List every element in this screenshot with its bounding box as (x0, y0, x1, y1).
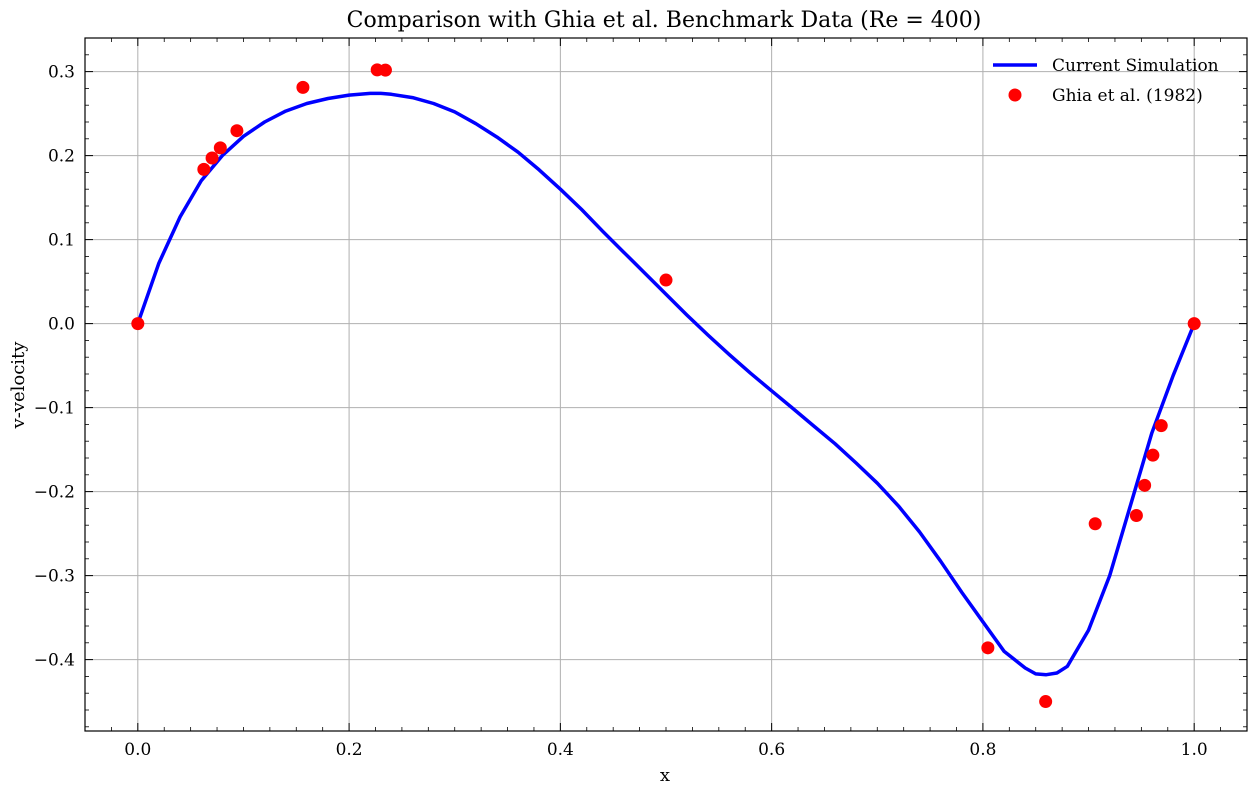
y-tick-label: −0.3 (34, 567, 75, 587)
legend-label: Current Simulation (1052, 56, 1219, 76)
y-tick-label: 0.0 (48, 315, 75, 335)
data-point-ghia (981, 641, 995, 655)
data-point-ghia (1088, 517, 1102, 531)
data-point-ghia (1187, 317, 1201, 331)
grid (85, 38, 1247, 731)
legend-marker-swatch (1008, 88, 1022, 102)
legend: Current Simulation Ghia et al. (1982) (993, 56, 1219, 106)
y-tick-label: −0.1 (34, 399, 75, 419)
y-tick-label: 0.2 (48, 147, 75, 167)
data-point-ghia (659, 273, 673, 287)
series-layer (131, 63, 1201, 709)
y-tick-label: 0.1 (48, 231, 75, 251)
data-point-ghia (1154, 419, 1168, 433)
data-point-ghia (1039, 695, 1053, 709)
x-tick-label: 0.4 (547, 740, 574, 760)
data-point-ghia (296, 80, 310, 94)
x-tick-label: 0.0 (124, 740, 151, 760)
data-point-ghia (197, 162, 211, 176)
x-tick-label: 1.0 (1181, 740, 1208, 760)
x-tick-label: 0.8 (969, 740, 996, 760)
ticks: 0.0 0.2 0.4 0.6 0.8 1.0 −0.4 −0.3 −0.2 −0.1 0.0 0.1… (34, 37, 1248, 760)
data-point-ghia (131, 317, 145, 331)
data-point-ghia (1146, 448, 1160, 462)
y-tick-label: −0.4 (34, 651, 75, 671)
y-axis-label: v-velocity (8, 341, 29, 430)
chart-title: Comparison with Ghia et al. Benchmark Da… (347, 8, 982, 33)
data-point-ghia (378, 63, 392, 77)
data-point-ghia (1129, 509, 1143, 523)
y-tick-label: −0.2 (34, 483, 75, 503)
legend-label: Ghia et al. (1982) (1052, 86, 1203, 106)
x-axis-label: x (660, 765, 670, 786)
data-point-ghia (205, 151, 219, 165)
data-point-ghia (230, 124, 244, 138)
x-tick-label: 0.2 (336, 740, 363, 760)
series-line-current-simulation (136, 91, 1196, 677)
x-tick-label: 0.6 (758, 740, 785, 760)
data-point-ghia (213, 141, 227, 155)
y-tick-label: 0.3 (48, 63, 75, 83)
data-point-ghia (1138, 478, 1152, 492)
